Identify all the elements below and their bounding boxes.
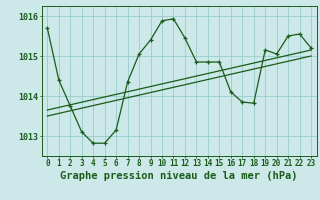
- X-axis label: Graphe pression niveau de la mer (hPa): Graphe pression niveau de la mer (hPa): [60, 171, 298, 181]
